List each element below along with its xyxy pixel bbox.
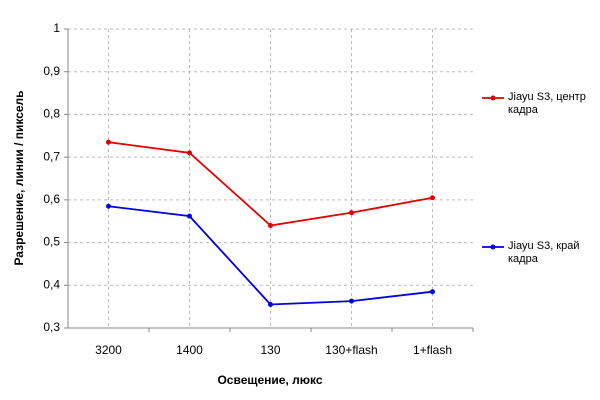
- legend-label: Jiayu S3, центр кадра: [508, 91, 586, 116]
- legend-marker: [490, 244, 496, 250]
- y-tick-label: 1: [53, 21, 60, 35]
- x-tick-label: 1+flash: [413, 343, 452, 357]
- x-tick-label: 130+flash: [325, 343, 377, 357]
- y-tick-label: 0,4: [43, 277, 60, 291]
- x-tick-label: 3200: [95, 343, 122, 357]
- point: [187, 213, 192, 219]
- y-axis-title: Разрешение, линии / пиксель: [12, 90, 26, 265]
- y-tick-label: 0,5: [43, 235, 60, 249]
- point: [268, 302, 273, 308]
- y-tick-label: 0,6: [43, 192, 60, 206]
- point: [106, 203, 111, 209]
- x-tick-label: 130: [260, 343, 280, 357]
- x-tick-label: 1400: [176, 343, 203, 357]
- point: [187, 150, 192, 156]
- x-axis-title: Освещение, люкс: [217, 373, 322, 387]
- legend-marker: [490, 95, 496, 101]
- y-tick-label: 0,7: [43, 149, 60, 163]
- point: [349, 210, 354, 216]
- legend-label: Jiayu S3, край кадра: [508, 240, 580, 265]
- point: [430, 195, 435, 201]
- y-tick-label: 0,3: [43, 320, 60, 334]
- point: [349, 298, 354, 304]
- y-tick-label: 0,9: [43, 64, 60, 78]
- y-tick-label: 0,8: [43, 107, 60, 121]
- point: [106, 139, 111, 145]
- point: [268, 222, 273, 228]
- point: [430, 289, 435, 295]
